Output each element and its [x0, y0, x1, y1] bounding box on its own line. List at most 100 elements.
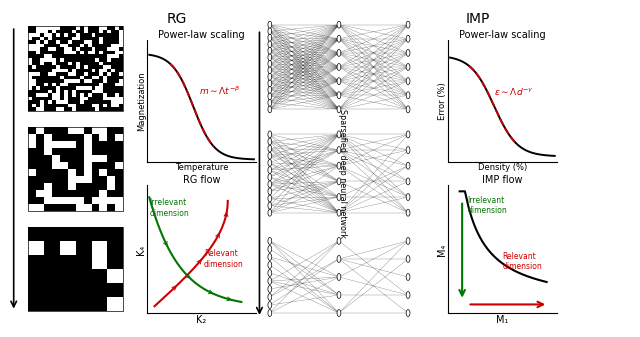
Title: Power-law scaling: Power-law scaling — [158, 30, 245, 40]
Bar — [64, 51, 68, 55]
Bar — [52, 83, 56, 86]
Bar — [95, 108, 99, 111]
Bar — [111, 201, 115, 204]
Bar — [119, 97, 123, 100]
Bar — [68, 169, 72, 173]
Bar — [115, 208, 119, 211]
Circle shape — [337, 274, 341, 280]
Bar — [92, 158, 95, 162]
Bar — [72, 183, 76, 186]
Bar — [104, 258, 108, 262]
Bar — [111, 280, 115, 283]
Bar — [119, 280, 123, 283]
Bar — [88, 79, 92, 83]
Bar — [95, 155, 99, 158]
Bar — [36, 108, 40, 111]
Bar — [28, 58, 32, 62]
Bar — [68, 248, 72, 251]
Bar — [64, 68, 68, 72]
Bar — [108, 304, 111, 308]
Bar — [72, 130, 76, 133]
Bar — [60, 141, 64, 144]
Bar — [64, 79, 68, 83]
Bar — [119, 137, 123, 141]
Bar — [72, 201, 76, 204]
Bar — [92, 126, 95, 130]
Bar — [68, 48, 72, 51]
Bar — [68, 104, 72, 108]
Bar — [111, 304, 115, 308]
Circle shape — [268, 60, 272, 67]
Bar — [64, 33, 68, 37]
Bar — [104, 137, 108, 141]
Bar — [119, 83, 123, 86]
Bar — [115, 308, 119, 311]
Bar — [119, 72, 123, 75]
Bar — [79, 93, 84, 97]
Bar — [28, 227, 123, 311]
Bar — [44, 141, 48, 144]
Bar — [36, 241, 40, 244]
Bar — [76, 179, 79, 183]
Circle shape — [268, 28, 272, 35]
Bar — [79, 176, 84, 179]
Bar — [92, 251, 95, 255]
Bar — [108, 269, 111, 273]
Circle shape — [268, 93, 272, 100]
Bar — [60, 100, 64, 104]
Bar — [36, 86, 40, 90]
Text: Relevant
dimension: Relevant dimension — [204, 249, 244, 269]
Bar — [32, 241, 36, 244]
Circle shape — [268, 152, 272, 159]
Bar — [36, 33, 40, 37]
Bar — [99, 208, 104, 211]
Bar — [32, 251, 36, 255]
Circle shape — [406, 310, 410, 316]
Bar — [95, 266, 99, 269]
Bar — [40, 93, 44, 97]
Bar — [44, 201, 48, 204]
Bar — [28, 144, 32, 148]
Bar — [36, 130, 40, 133]
Bar — [99, 68, 104, 72]
Circle shape — [337, 35, 341, 42]
Bar — [84, 173, 88, 176]
Bar — [28, 83, 32, 86]
Bar — [76, 126, 79, 130]
Bar — [56, 197, 60, 201]
Circle shape — [268, 86, 272, 93]
Bar — [79, 97, 84, 100]
Bar — [108, 201, 111, 204]
Bar — [119, 208, 123, 211]
Circle shape — [406, 106, 410, 113]
Bar — [119, 30, 123, 33]
Bar — [115, 276, 119, 280]
Bar — [119, 165, 123, 169]
Bar — [104, 155, 108, 158]
Bar — [40, 248, 44, 251]
Bar — [92, 33, 95, 37]
Bar — [72, 68, 76, 72]
Bar — [115, 273, 119, 276]
Bar — [36, 51, 40, 55]
Bar — [119, 204, 123, 208]
Bar — [115, 301, 119, 304]
Bar — [99, 26, 104, 30]
Bar — [99, 86, 104, 90]
Bar — [108, 97, 111, 100]
Bar — [95, 86, 99, 90]
Bar — [115, 133, 119, 137]
Bar — [32, 83, 36, 86]
Bar — [99, 130, 104, 133]
Bar — [108, 301, 111, 304]
Bar — [32, 48, 36, 51]
Bar — [32, 137, 36, 141]
Bar — [36, 190, 40, 193]
Bar — [111, 273, 115, 276]
Bar — [99, 193, 104, 197]
Bar — [32, 72, 36, 75]
Bar — [76, 204, 79, 208]
Bar — [95, 130, 99, 133]
Bar — [115, 201, 119, 204]
Bar — [48, 48, 52, 51]
